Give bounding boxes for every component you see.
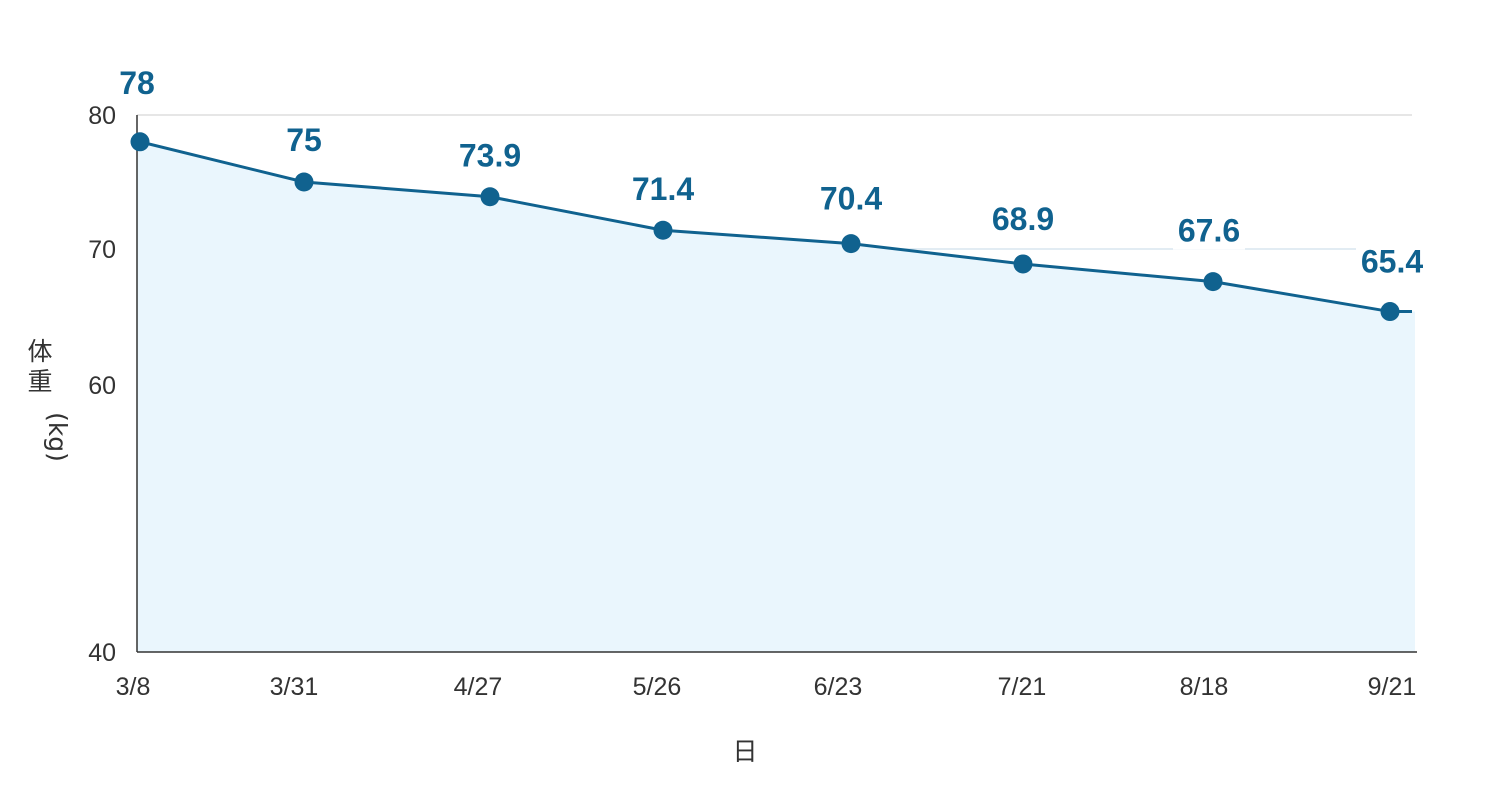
data-label-background [101, 63, 173, 102]
data-labels: 78 75 73.9 71.4 70.4 68.9 67.6 65.4 [101, 63, 1428, 281]
data-point-6/23 [841, 234, 861, 254]
data-label-9/21: 65.4 [1361, 244, 1423, 280]
data-points [130, 132, 1400, 322]
y-axis-title: 体 重 (kg) [27, 337, 72, 462]
data-label-3/8: 78 [119, 65, 155, 101]
y-tick-labels: 80 70 60 40 [88, 102, 116, 667]
x-tick-label-4/27: 4/27 [454, 673, 503, 701]
data-point-9/21 [1380, 302, 1400, 322]
data-point-7/21 [1013, 254, 1033, 274]
data-point-5/26 [653, 220, 673, 240]
x-tick-label-5/26: 5/26 [633, 673, 682, 701]
y-axis-title-char-2: 重 [27, 367, 52, 396]
data-label-background [1173, 211, 1245, 250]
x-tick-label-7/21: 7/21 [998, 673, 1047, 701]
weight-area-fill [137, 141, 1415, 653]
data-label-background [1356, 242, 1428, 281]
data-label-5/26: 71.4 [632, 171, 694, 207]
y-tick-label-70: 70 [88, 236, 116, 264]
data-label-background [627, 170, 699, 209]
data-label-background [268, 121, 340, 159]
data-label-4/27: 73.9 [459, 138, 521, 174]
data-label-7/21: 68.9 [992, 201, 1054, 237]
data-label-3/31: 75 [286, 122, 322, 158]
data-point-3/8 [130, 132, 150, 152]
weight-series-line [137, 140, 1412, 314]
x-tick-labels: 3/8 3/31 4/27 5/26 6/23 7/21 8/18 9/21 [116, 673, 1417, 701]
data-point-8/18 [1203, 272, 1223, 292]
y-tick-label-40: 40 [88, 639, 116, 667]
y-tick-label-60: 60 [88, 372, 116, 400]
data-label-background [815, 179, 887, 218]
data-label-8/18: 67.6 [1178, 213, 1240, 249]
y-axis-title-unit: (kg) [43, 412, 72, 462]
y-axis-title-char-1: 体 [27, 337, 52, 366]
x-tick-label-3/31: 3/31 [270, 673, 319, 701]
data-label-background [987, 199, 1059, 238]
data-point-4/27 [480, 187, 500, 207]
data-label-6/23: 70.4 [820, 181, 882, 217]
data-label-background [454, 136, 526, 175]
x-axis-title: 日 [732, 737, 757, 766]
x-tick-label-3/8: 3/8 [116, 673, 151, 701]
x-tick-label-6/23: 6/23 [814, 673, 863, 701]
x-tick-label-8/18: 8/18 [1180, 673, 1229, 701]
x-tick-label-9/21: 9/21 [1368, 673, 1417, 701]
data-point-3/31 [294, 172, 314, 192]
y-tick-label-80: 80 [88, 102, 116, 130]
axes [136, 115, 1417, 653]
